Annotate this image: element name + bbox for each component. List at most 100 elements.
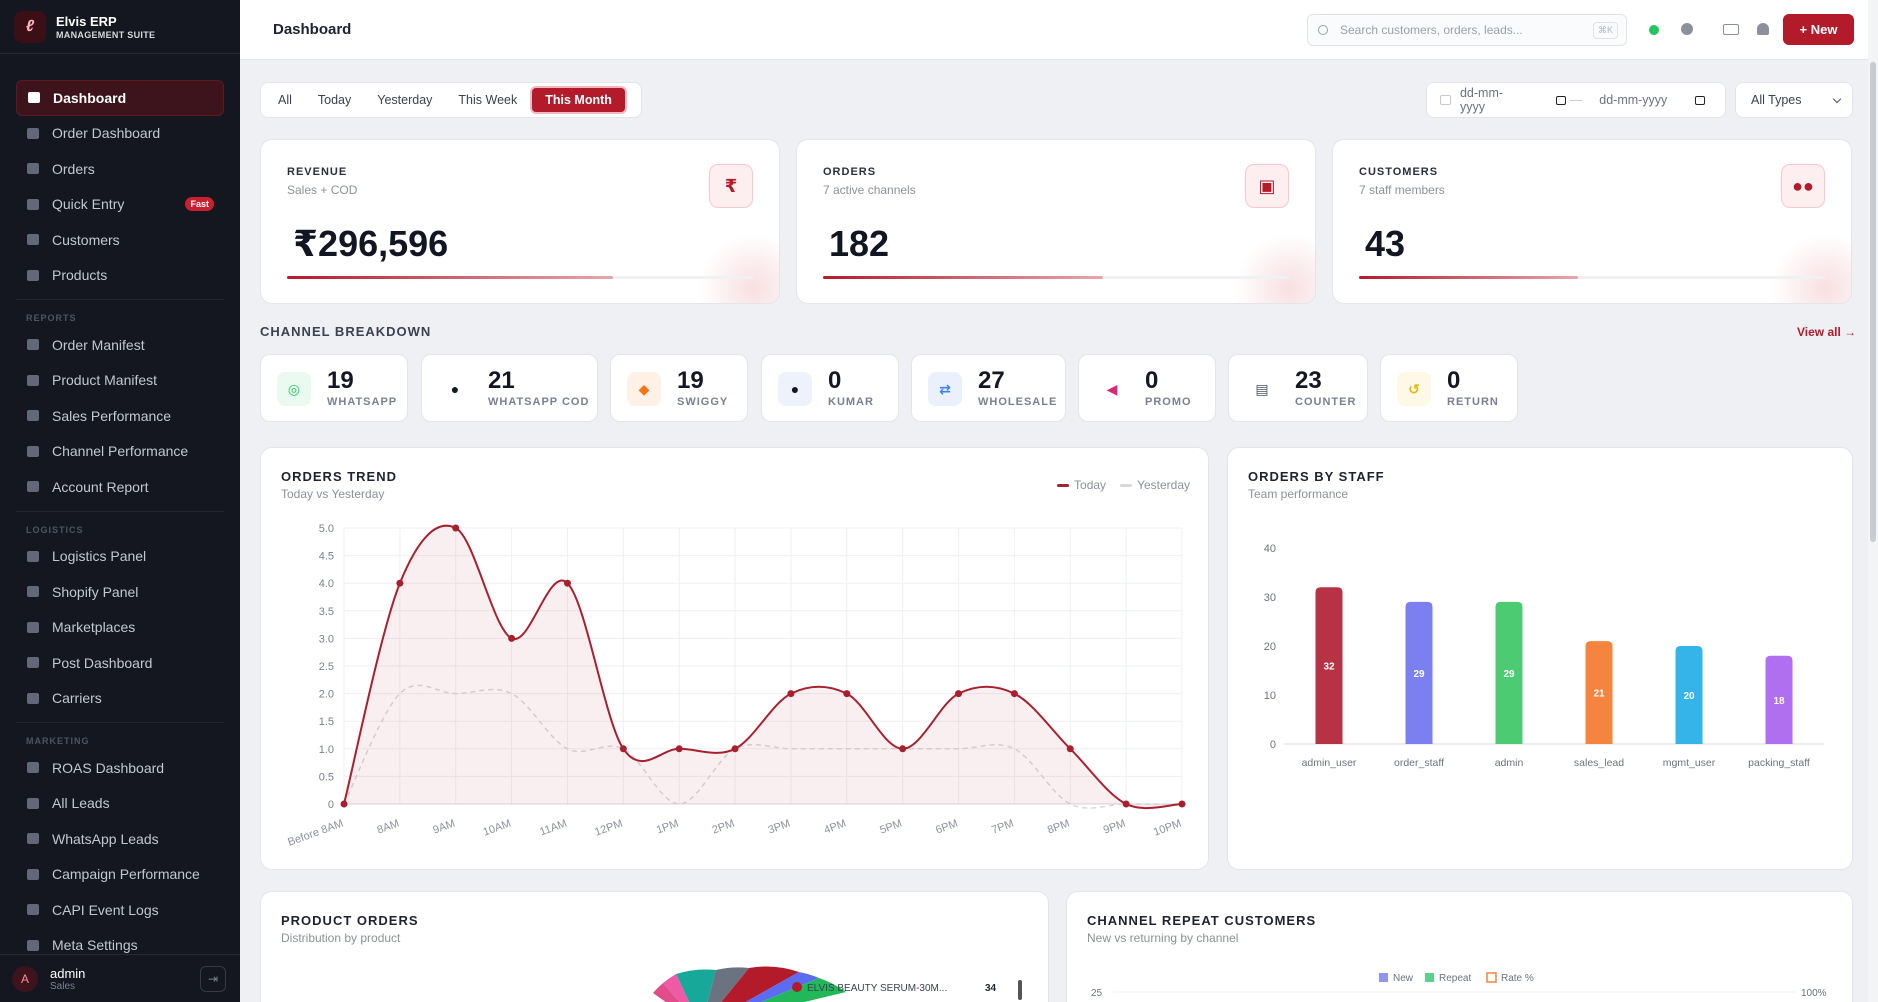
pie-slice[interactable] bbox=[663, 974, 701, 1002]
sidebar-item-products[interactable]: Products bbox=[16, 258, 224, 294]
filter-today[interactable]: Today bbox=[317, 93, 352, 107]
kpi-card-customers[interactable]: CUSTOMERS 7 staff members 43 ●● bbox=[1332, 139, 1852, 304]
avatar[interactable]: A bbox=[12, 965, 38, 992]
sidebar-item-order-dashboard[interactable]: Order Dashboard bbox=[16, 116, 224, 152]
sidebar-item-logistics-panel[interactable]: Logistics Panel bbox=[16, 539, 224, 575]
new-button[interactable]: + New bbox=[1783, 14, 1854, 45]
view-all-link[interactable]: View all → bbox=[1797, 325, 1857, 339]
data-point[interactable] bbox=[955, 690, 963, 698]
bar-packing-staff[interactable] bbox=[1765, 655, 1793, 744]
calendar-picker-icon[interactable] bbox=[1695, 95, 1706, 105]
brand-name: Elvis ERP bbox=[56, 13, 117, 29]
data-point[interactable] bbox=[675, 745, 683, 753]
data-point[interactable] bbox=[340, 800, 348, 808]
pie-slice[interactable] bbox=[701, 978, 846, 1002]
bar-admin-user[interactable] bbox=[1315, 587, 1343, 744]
date-to-field[interactable]: dd-mm-yyyy bbox=[1586, 93, 1725, 107]
pie-slice[interactable] bbox=[676, 969, 716, 1002]
sidebar-item-shopify-panel[interactable]: Shopify Panel bbox=[16, 574, 224, 610]
series-line-yesterday[interactable] bbox=[343, 684, 1182, 809]
data-point[interactable] bbox=[899, 745, 907, 753]
sidebar-item-customers[interactable]: Customers bbox=[16, 222, 224, 258]
kpi-card-revenue[interactable]: REVENUE Sales + COD ₹296,596 ₹ bbox=[260, 139, 780, 304]
legend-yesterday[interactable]: Yesterday bbox=[1137, 478, 1190, 492]
data-point[interactable] bbox=[1066, 745, 1074, 753]
page-scrollbar[interactable] bbox=[1868, 0, 1878, 1002]
sidebar-item-carriers[interactable]: Carriers bbox=[16, 681, 224, 717]
pie-slice[interactable] bbox=[701, 972, 819, 1002]
sidebar-item-post-dashboard[interactable]: Post Dashboard bbox=[16, 645, 224, 681]
x-axis-tick: 4PM bbox=[822, 818, 847, 837]
channel-card-whatsapp[interactable]: ◎ 19 WHATSAPP bbox=[260, 354, 408, 422]
search-box[interactable]: ⌘K bbox=[1307, 14, 1627, 46]
channel-card-kumar[interactable]: ● 0 KUMAR bbox=[761, 354, 899, 422]
channel-card-swiggy[interactable]: ◆ 19 SWIGGY bbox=[610, 354, 748, 422]
pie-slice[interactable] bbox=[701, 967, 749, 1002]
code-icon bbox=[26, 903, 40, 917]
legend-scrollbar[interactable] bbox=[1018, 980, 1022, 1000]
data-point[interactable] bbox=[731, 745, 739, 753]
legend-new[interactable]: New bbox=[1393, 973, 1414, 984]
data-point[interactable] bbox=[396, 579, 404, 587]
logout-icon[interactable]: ⇥ bbox=[200, 965, 226, 992]
sidebar-item-roas-dashboard[interactable]: ROAS Dashboard bbox=[16, 750, 224, 786]
data-point[interactable] bbox=[619, 745, 627, 753]
channel-card-counter[interactable]: ▤ 23 COUNTER bbox=[1228, 354, 1368, 422]
bell-icon[interactable] bbox=[1757, 23, 1769, 35]
scrollbar-thumb[interactable] bbox=[1870, 62, 1876, 542]
bar-mgmt-user[interactable] bbox=[1675, 646, 1703, 744]
brand[interactable]: ℓ Elvis ERP MANAGEMENT SUITE bbox=[0, 0, 240, 54]
sidebar-item-capi-event-logs[interactable]: CAPI Event Logs bbox=[16, 892, 224, 928]
channel-name: PROMO bbox=[1145, 396, 1192, 408]
calendar-picker-icon[interactable] bbox=[1555, 95, 1566, 105]
carrier-icon bbox=[26, 691, 40, 705]
sidebar-item-account-report[interactable]: Account Report bbox=[16, 469, 224, 505]
filter-this-month[interactable]: This Month bbox=[530, 86, 627, 114]
sidebar-item-label: Order Dashboard bbox=[52, 125, 161, 142]
keyboard-icon[interactable] bbox=[1723, 24, 1739, 35]
sidebar-item-quick-entry[interactable]: Quick Entry Fast bbox=[16, 187, 224, 223]
sidebar-item-meta-settings[interactable]: Meta Settings bbox=[16, 928, 224, 964]
date-from-field[interactable]: dd-mm-yyyy bbox=[1427, 86, 1566, 114]
filter-all[interactable]: All bbox=[278, 93, 292, 107]
sidebar-item-all-leads[interactable]: All Leads bbox=[16, 786, 224, 822]
sidebar-item-campaign-performance[interactable]: Campaign Performance bbox=[16, 857, 224, 893]
type-select[interactable]: All Types bbox=[1735, 82, 1853, 118]
sidebar-item-orders[interactable]: Orders bbox=[16, 151, 224, 187]
bar-sales-lead[interactable] bbox=[1585, 641, 1613, 744]
channel-card-return[interactable]: ↺ 0 RETURN bbox=[1380, 354, 1518, 422]
pie-slice[interactable] bbox=[701, 966, 799, 1002]
sidebar-item-channel-performance[interactable]: Channel Performance bbox=[16, 434, 224, 470]
sidebar-item-dashboard[interactable]: Dashboard bbox=[16, 80, 224, 116]
data-point[interactable] bbox=[563, 579, 571, 587]
channel-card-whatsapp-cod[interactable]: ● 21 WHATSAPP COD bbox=[421, 354, 598, 422]
sidebar-item-whatsapp-leads[interactable]: WhatsApp Leads bbox=[16, 821, 224, 857]
sidebar-item-product-manifest[interactable]: Product Manifest bbox=[16, 363, 224, 399]
sidebar-item-marketplaces[interactable]: Marketplaces bbox=[16, 610, 224, 646]
data-point[interactable] bbox=[1122, 800, 1130, 808]
legend-repeat[interactable]: Repeat bbox=[1439, 973, 1471, 984]
x-axis-tick: 10AM bbox=[482, 818, 513, 839]
legend-today[interactable]: Today bbox=[1074, 478, 1107, 492]
data-point[interactable] bbox=[508, 634, 516, 642]
filter-this-week[interactable]: This Week bbox=[458, 93, 518, 107]
data-point[interactable] bbox=[1010, 690, 1018, 698]
filter-yesterday[interactable]: Yesterday bbox=[377, 93, 433, 107]
channel-card-wholesale[interactable]: ⇄ 27 WHOLESALE bbox=[911, 354, 1066, 422]
data-point[interactable] bbox=[843, 690, 851, 698]
channel-card-promo[interactable]: ◀ 0 PROMO bbox=[1078, 354, 1216, 422]
sidebar-item-order-manifest[interactable]: Order Manifest bbox=[16, 327, 224, 363]
bar-admin[interactable] bbox=[1495, 601, 1523, 744]
sidebar-item-sales-performance[interactable]: Sales Performance bbox=[16, 398, 224, 434]
legend-rate[interactable]: Rate % bbox=[1501, 973, 1534, 984]
bar-order-staff[interactable] bbox=[1405, 601, 1433, 744]
data-point[interactable] bbox=[452, 524, 460, 532]
user-profile[interactable]: A admin Sales ⇥ bbox=[0, 954, 240, 1002]
channel-name: RETURN bbox=[1447, 396, 1499, 408]
data-point[interactable] bbox=[787, 690, 795, 698]
pie-slice[interactable] bbox=[653, 983, 701, 1002]
data-point[interactable] bbox=[1178, 800, 1186, 808]
search-input[interactable] bbox=[1340, 23, 1580, 37]
kpi-card-orders[interactable]: ORDERS 7 active channels 182 ▣ bbox=[796, 139, 1316, 304]
clock-icon[interactable] bbox=[1681, 23, 1693, 35]
